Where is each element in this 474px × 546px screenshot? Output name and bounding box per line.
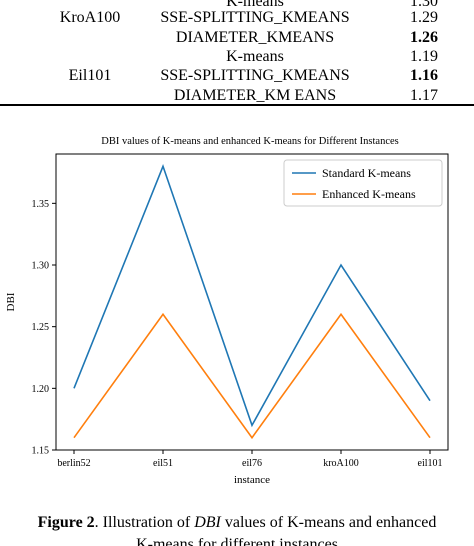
legend: Standard K-means Enhanced K-means [283,159,443,207]
table-instance: Eil101 [68,67,112,84]
table-value: 1.30 [410,0,438,10]
caption-text-rest: values of K-means and enhanced [220,514,437,531]
series-layer [73,164,431,440]
table-row: DIAMETER_KM EANS 1.17 [0,85,474,107]
x-axis-label: instance [234,474,270,486]
table-row: Eil101 SSE-SPLITTING_KMEANS 1.16 [0,65,474,87]
results-table: K-means 1.30 KroA100 SSE-SPLITTING_KMEAN… [0,0,474,112]
series-line-standard [73,164,431,428]
table-value: 1.19 [410,48,438,65]
y-tick-label: 1.35 [32,199,50,210]
caption-line-2: K-means for different instances [136,536,338,546]
y-axis-label: DBI [5,292,17,311]
table-value: 1.17 [410,87,438,104]
table-algorithm: K-means [226,48,284,65]
table-algorithm: DIAMETER_KMEANS [175,29,335,46]
legend-label-enhanced: Enhanced K-means [322,187,416,201]
series-line-enhanced [73,312,431,440]
figure-caption: Figure 2. Illustration of DBI values of … [0,510,474,546]
table-instance: KroA100 [59,9,121,26]
table-bottom-rule [0,104,474,106]
x-tick-label: eil51 [153,458,173,469]
x-tick-label: berlin52 [57,458,90,469]
table-value: 1.26 [410,29,438,46]
table-row: DIAMETER_KMEANS 1.26 [0,27,474,49]
x-axis: berlin52 eil51 eil76 kroA100 eil101 [57,450,443,469]
chart-svg: DBI values of K-means and enhanced K-mea… [5,136,449,486]
legend-box [283,159,443,207]
table-algorithm: SSE-SPLITTING_KMEANS [160,67,350,84]
y-tick-label: 1.30 [32,261,50,272]
legend-label-standard: Standard K-means [322,166,411,180]
table-row: K-means 1.19 [0,46,474,68]
x-tick-label: eil101 [418,458,443,469]
y-axis: 1.15 1.20 1.25 1.30 1.35 [32,199,56,457]
caption-line-1: Figure 2. Illustration of DBI values of … [0,514,474,532]
chart-title: DBI values of K-means and enhanced K-mea… [101,136,399,147]
y-tick-label: 1.25 [32,322,50,333]
x-tick-label: kroA100 [323,458,359,469]
table-value: 1.29 [410,9,438,26]
y-tick-label: 1.20 [32,384,50,395]
table-value: 1.16 [410,67,438,84]
table-row: KroA100 SSE-SPLITTING_KMEANS 1.29 [0,7,474,29]
y-tick-label: 1.15 [32,446,50,457]
caption-label: Figure 2 [37,514,95,531]
table-algorithm: K-means [226,0,284,10]
table-algorithm: DIAMETER_KM EANS [173,87,337,104]
table-row: K-means 1.30 [0,0,474,13]
caption-text: . Illustration of [94,514,195,531]
caption-italic: DBI [194,514,221,531]
x-tick-label: eil76 [242,458,262,469]
table-algorithm: SSE-SPLITTING_KMEANS [160,9,350,26]
dbi-line-chart: DBI values of K-means and enhanced K-mea… [0,118,474,496]
